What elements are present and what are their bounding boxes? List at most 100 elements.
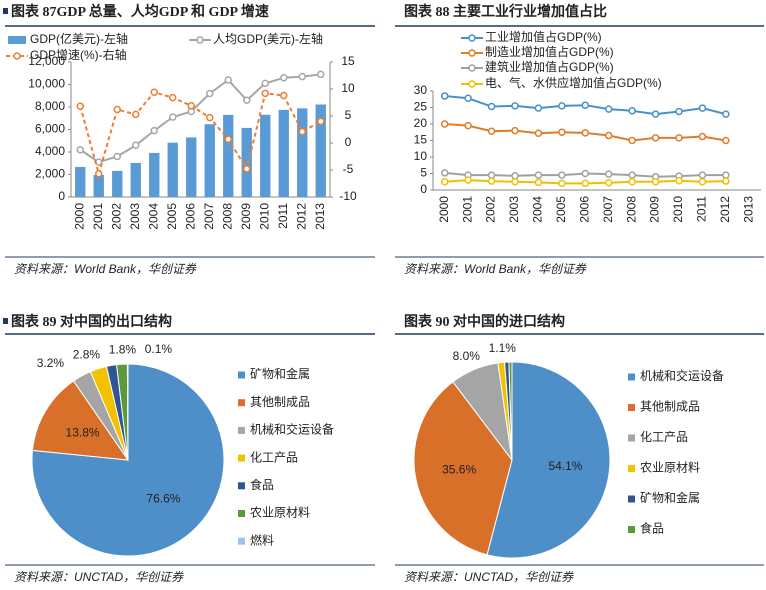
y-tick-label: 4,000 xyxy=(35,144,65,158)
value-label: 35.6% xyxy=(442,463,476,477)
point xyxy=(224,76,232,84)
bar xyxy=(130,162,141,197)
point xyxy=(628,136,636,145)
point xyxy=(722,110,730,118)
y2-tick-label: 0 xyxy=(345,135,352,149)
bar xyxy=(315,104,326,197)
point xyxy=(558,179,566,188)
point xyxy=(651,110,660,118)
legend-label: 农业原材料 xyxy=(640,461,700,475)
source: 资料来源：World Bank，华创证券 xyxy=(14,262,197,276)
value-label: 1.8% xyxy=(109,342,137,356)
point xyxy=(280,91,288,100)
point xyxy=(132,141,140,149)
point xyxy=(651,178,660,186)
legend-label: 矿物和金属 xyxy=(250,366,310,381)
x-tick-label: 2009 xyxy=(239,203,253,230)
point xyxy=(558,171,566,179)
point xyxy=(511,178,519,186)
point xyxy=(534,104,543,112)
point xyxy=(698,104,707,112)
legend-marker xyxy=(468,64,476,72)
x-tick-label: 2004 xyxy=(146,203,160,230)
pie-slice xyxy=(508,361,513,461)
y2-tick-label: 5 xyxy=(345,108,352,122)
legend-label: 化工产品 xyxy=(640,430,688,444)
legend-swatch xyxy=(628,373,635,381)
point xyxy=(298,127,306,136)
point xyxy=(722,177,730,185)
point xyxy=(464,94,472,103)
x-tick-label: 2006 xyxy=(183,203,197,230)
legend-label: 电、气、水供应增加值占GDP(%) xyxy=(485,75,662,90)
legend-label: 工业增加值占GDP(%) xyxy=(485,29,602,44)
point xyxy=(558,128,566,136)
pie-slice xyxy=(413,381,513,556)
figure-title: 图表 87GDP 总量、人均GDP 和 GDP 增速 xyxy=(11,3,269,20)
legend-label: 燃料 xyxy=(250,532,274,547)
y-tick-label: 8,000 xyxy=(35,99,65,113)
point xyxy=(95,170,103,178)
point xyxy=(317,117,325,126)
x-tick-label: 2011 xyxy=(695,196,709,222)
legend-label: 化工产品 xyxy=(250,450,298,464)
point xyxy=(440,169,449,177)
point xyxy=(511,102,519,110)
x-tick-label: 2004 xyxy=(531,196,545,223)
figure-title: 图表 88 主要工业行业增加值占比 xyxy=(404,3,607,20)
point xyxy=(132,110,140,119)
figure-title: 图表 89 对中国的出口结构 xyxy=(11,313,172,330)
point xyxy=(169,93,177,102)
legend-label: 建筑业增加值占GDP(%) xyxy=(485,59,614,74)
value-label: 13.8% xyxy=(66,425,100,439)
x-tick-label: 2007 xyxy=(601,196,615,223)
point xyxy=(261,79,269,88)
pie-slice xyxy=(486,361,611,559)
legend-marker xyxy=(468,49,476,57)
legend-swatch xyxy=(238,454,245,462)
bar xyxy=(112,170,123,197)
value-label: 3.2% xyxy=(37,356,65,370)
bullet xyxy=(3,8,8,14)
legend-label: 机械和交运设备 xyxy=(640,368,724,383)
point xyxy=(604,131,613,140)
point xyxy=(206,89,214,98)
x-tick-label: 2003 xyxy=(128,203,142,230)
bar xyxy=(149,152,160,197)
point xyxy=(722,136,730,145)
point xyxy=(675,177,683,185)
x-tick-label: 2010 xyxy=(671,196,685,223)
y-tick-label: 2,000 xyxy=(35,167,65,181)
legend-swatch xyxy=(628,465,635,472)
x-tick-label: 2000 xyxy=(437,196,451,223)
point xyxy=(628,171,636,179)
point xyxy=(604,105,613,113)
point xyxy=(113,105,121,114)
figure-title: 图表 90 对中国的进口结构 xyxy=(404,313,565,330)
value-label: 2.8% xyxy=(73,348,101,362)
legend-marker xyxy=(468,34,476,42)
point xyxy=(487,171,496,179)
x-tick-label: 2001 xyxy=(460,196,474,223)
point xyxy=(698,132,707,141)
legend-label: 矿物和金属 xyxy=(640,490,700,505)
point xyxy=(187,101,195,110)
bar xyxy=(278,109,289,197)
bar xyxy=(186,137,197,197)
x-tick-label: 2001 xyxy=(91,203,105,230)
x-tick-label: 2013 xyxy=(313,203,327,230)
point xyxy=(440,178,449,186)
point xyxy=(581,101,590,109)
point xyxy=(581,169,590,178)
source: 资料来源：World Bank，华创证券 xyxy=(404,262,587,276)
point xyxy=(534,178,543,187)
point xyxy=(464,176,472,184)
y-tick-label: 5 xyxy=(420,166,427,180)
legend-label: 其他制成品 xyxy=(250,395,310,409)
source: 资料来源：UNCTAD，华创证券 xyxy=(14,570,184,584)
point xyxy=(511,126,519,135)
bar xyxy=(93,174,104,197)
legend-marker xyxy=(196,36,204,44)
y-tick-label: 12,000 xyxy=(28,54,65,68)
x-tick-label: 2011 xyxy=(276,203,290,229)
